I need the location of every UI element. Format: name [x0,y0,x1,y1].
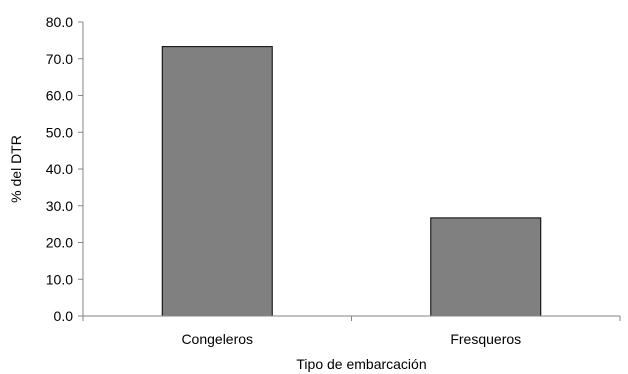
y-tick-label: 50.0 [46,124,73,140]
y-axis-ticks [78,21,83,317]
y-tick-label: 60.0 [46,88,73,104]
bars [161,46,542,317]
x-axis-ticks [82,316,621,321]
x-axis-tick-labels: Congeleros Fresqueros [181,331,521,347]
x-tick-label: Congeleros [181,331,253,347]
y-axis-tick-labels: 0.0 10.0 20.0 30.0 40.0 50.0 60.0 70.0 80.0 [46,14,73,324]
bar-fresqueros [430,217,542,317]
bar-congeleros [161,46,273,317]
y-tick-label: 0.0 [54,308,74,324]
y-tick-label: 80.0 [46,14,73,30]
x-tick-label: Fresqueros [450,331,521,347]
y-axis-title: % del DTR [8,135,24,203]
y-tick-label: 30.0 [46,198,73,214]
x-axis-title: Tipo de embarcación [296,356,426,372]
y-tick-label: 20.0 [46,235,73,251]
y-tick-label: 10.0 [46,271,73,287]
y-tick-label: 40.0 [46,161,73,177]
y-tick-label: 70.0 [46,51,73,67]
